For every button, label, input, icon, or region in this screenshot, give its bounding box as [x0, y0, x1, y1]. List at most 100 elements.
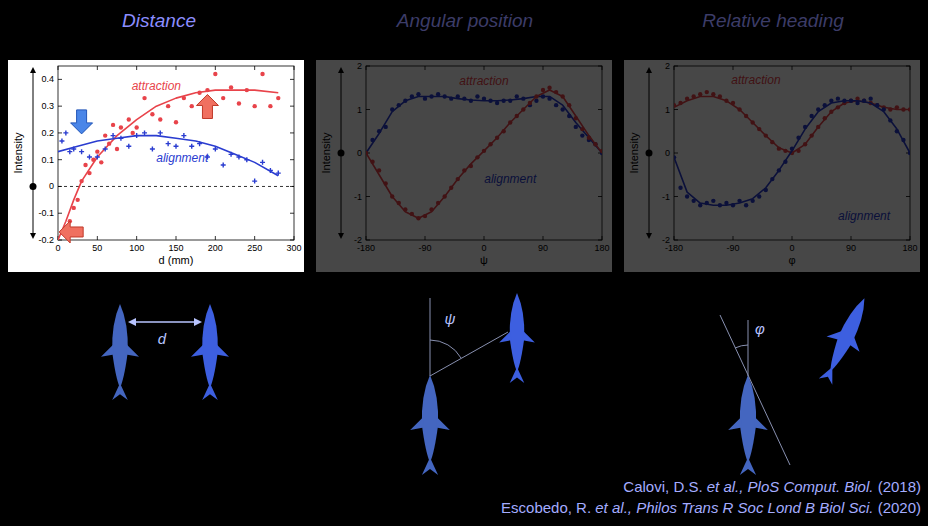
y-tick	[290, 213, 294, 214]
point	[174, 144, 179, 149]
arrow-head	[30, 67, 36, 73]
point	[79, 149, 84, 154]
y-tick-label: 0.3	[41, 101, 54, 111]
zero-line	[58, 186, 294, 187]
fish	[728, 375, 768, 475]
citation-part: Philos Trans R Soc Lond B Biol Sci.	[636, 499, 873, 516]
y-tick	[58, 159, 62, 160]
panel-background	[624, 60, 920, 272]
point	[166, 104, 170, 108]
x-tick	[58, 66, 59, 70]
heading-line	[720, 315, 790, 465]
panel-title: Relative heading	[702, 10, 844, 31]
x-tick-label: 200	[208, 243, 223, 253]
point	[260, 72, 264, 76]
x-tick	[97, 236, 98, 240]
point	[99, 160, 103, 164]
panel: Angular position-180-90090180-2-1012ψInt…	[316, 10, 612, 272]
point	[59, 138, 64, 143]
background	[0, 0, 928, 526]
x-tick	[254, 66, 255, 70]
citation-part: et al.,	[707, 478, 744, 495]
y-tick	[290, 106, 294, 107]
fish	[809, 291, 881, 390]
slide: Distance050100150200250300-0.2-0.100.10.…	[0, 0, 928, 526]
point	[131, 131, 135, 135]
y-tick-label: -0.1	[38, 208, 54, 218]
x-axis-title: d (mm)	[159, 254, 194, 266]
diagram-label: φ	[755, 320, 765, 337]
point	[260, 160, 265, 165]
point	[181, 133, 186, 138]
x-tick	[294, 236, 295, 240]
point	[111, 123, 115, 127]
panel-background	[8, 60, 304, 272]
citation-part: PloS Comput. Biol.	[748, 478, 874, 495]
point	[276, 96, 280, 100]
fish-body	[422, 375, 438, 463]
fish-tail	[819, 364, 839, 385]
y-tick	[58, 106, 62, 107]
fish-body	[112, 304, 128, 388]
zero-dot	[30, 183, 37, 190]
point	[189, 144, 194, 149]
fish-fin	[827, 326, 865, 352]
x-tick	[136, 236, 137, 240]
point	[190, 104, 194, 108]
arrow-head	[194, 318, 202, 326]
point	[95, 149, 99, 153]
reference-line	[748, 320, 749, 376]
plot-frame	[58, 66, 294, 240]
y-tick	[290, 79, 294, 80]
point	[158, 117, 162, 121]
dim-overlay	[316, 60, 612, 272]
arrow-head	[30, 233, 36, 239]
point	[103, 146, 108, 151]
highlight-arrow	[196, 94, 218, 118]
angle-arc	[735, 345, 748, 348]
y-tick-label: -0.2	[38, 235, 54, 245]
fish-tail	[740, 458, 756, 476]
distance-arrow	[132, 321, 198, 323]
fish-fin	[101, 345, 139, 357]
x-tick	[215, 236, 216, 240]
y-tick	[290, 132, 294, 133]
point	[213, 72, 217, 76]
point	[166, 141, 171, 146]
reference-line	[430, 298, 431, 376]
point	[63, 130, 68, 135]
x-tick-label: 100	[129, 243, 144, 253]
fit-line	[58, 90, 278, 240]
y-tick	[58, 213, 62, 214]
y-tick-label: 0.1	[41, 155, 54, 165]
citation: Escobedo, R. et al., Philos Trans R Soc …	[501, 499, 921, 516]
point	[221, 163, 226, 168]
citation-part: (2018)	[873, 478, 921, 495]
point	[142, 96, 146, 100]
point	[103, 133, 107, 137]
x-tick	[176, 66, 177, 70]
fish-fin	[499, 331, 535, 342]
point	[237, 101, 241, 105]
intensity-arrow	[33, 72, 34, 234]
fish-tail	[202, 383, 218, 400]
x-tick-label: 250	[247, 243, 262, 253]
x-tick	[97, 66, 98, 70]
series-label: attraction	[132, 79, 182, 93]
panel: Relative heading-180-90090180-2-1012φInt…	[624, 10, 920, 272]
highlight-arrow	[59, 221, 83, 243]
point	[95, 155, 100, 160]
y-tick-label: 0	[49, 181, 54, 191]
x-tick	[215, 66, 216, 70]
point	[87, 155, 92, 160]
point	[67, 149, 72, 154]
angle-arc	[430, 340, 461, 358]
fish-body	[202, 304, 218, 388]
fish-tail	[510, 367, 525, 383]
fish-fin	[728, 418, 768, 431]
highlight-arrow	[71, 110, 93, 134]
point	[158, 130, 163, 135]
point	[142, 130, 147, 135]
diagram-label: d	[158, 330, 167, 347]
fish-tail	[112, 383, 128, 400]
